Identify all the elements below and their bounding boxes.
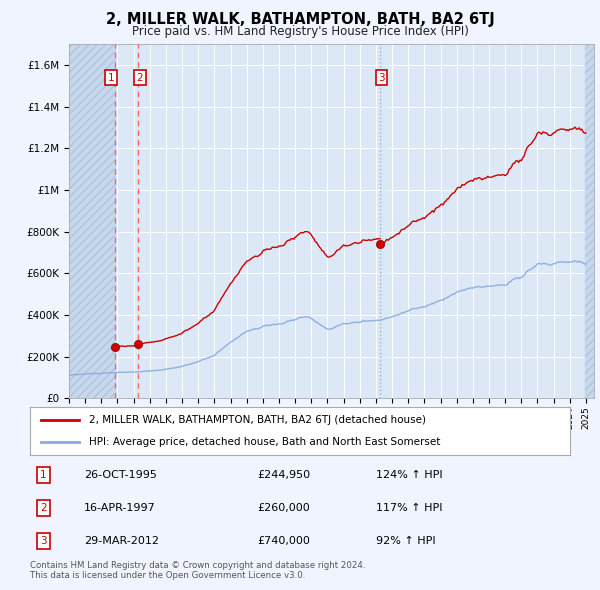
Text: 2: 2 xyxy=(137,73,143,83)
Text: 124% ↑ HPI: 124% ↑ HPI xyxy=(376,470,442,480)
Bar xyxy=(584,44,594,398)
Text: £740,000: £740,000 xyxy=(257,536,310,546)
Text: 3: 3 xyxy=(40,536,47,546)
Text: 117% ↑ HPI: 117% ↑ HPI xyxy=(376,503,442,513)
Text: £244,950: £244,950 xyxy=(257,470,310,480)
Text: 1: 1 xyxy=(108,73,115,83)
Text: Contains HM Land Registry data © Crown copyright and database right 2024.
This d: Contains HM Land Registry data © Crown c… xyxy=(30,560,365,580)
Bar xyxy=(69,44,115,398)
Text: £260,000: £260,000 xyxy=(257,503,310,513)
Text: 2, MILLER WALK, BATHAMPTON, BATH, BA2 6TJ: 2, MILLER WALK, BATHAMPTON, BATH, BA2 6T… xyxy=(106,12,494,27)
Bar xyxy=(69,44,115,398)
Bar xyxy=(584,44,594,398)
Bar xyxy=(380,44,388,398)
Text: 29-MAR-2012: 29-MAR-2012 xyxy=(84,536,159,546)
Text: 16-APR-1997: 16-APR-1997 xyxy=(84,503,156,513)
Text: 26-OCT-1995: 26-OCT-1995 xyxy=(84,470,157,480)
Text: 1: 1 xyxy=(40,470,47,480)
Text: 2: 2 xyxy=(40,503,47,513)
Text: 2, MILLER WALK, BATHAMPTON, BATH, BA2 6TJ (detached house): 2, MILLER WALK, BATHAMPTON, BATH, BA2 6T… xyxy=(89,415,427,425)
Text: HPI: Average price, detached house, Bath and North East Somerset: HPI: Average price, detached house, Bath… xyxy=(89,437,441,447)
Text: 3: 3 xyxy=(378,73,385,83)
Text: Price paid vs. HM Land Registry's House Price Index (HPI): Price paid vs. HM Land Registry's House … xyxy=(131,25,469,38)
Text: 92% ↑ HPI: 92% ↑ HPI xyxy=(376,536,435,546)
